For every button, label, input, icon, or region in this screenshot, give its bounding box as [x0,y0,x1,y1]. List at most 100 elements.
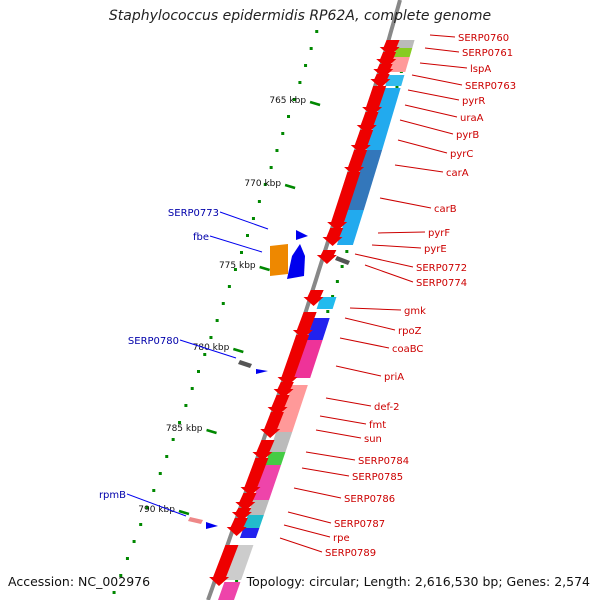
gene-labels: SERP0760 SERP0761 lspA SERP0763 pyrR uraA pyrB… [99,33,516,559]
outer-ring-dot [309,47,313,50]
scale-ticks: 765 kbp 770 kbp 775 kbp 780 kbp 785 kbp 790 k… [138,96,321,516]
scale-tick [206,428,217,435]
gene-label-carA[interactable]: carA [446,168,469,179]
gene-label-SERP0763[interactable]: SERP0763 [465,81,516,92]
outer-ring-dot [239,251,243,254]
gene-label-pyrB[interactable]: pyrB [456,130,479,141]
outer-ring-dot [275,149,279,152]
gene-label-SERP0760[interactable]: SERP0760 [458,33,509,44]
outer-ring-dot [197,370,201,373]
outer-ring-dot [298,81,302,84]
forward-gene-arrow [235,493,257,511]
forward-gene-arrow [303,290,324,306]
gene-label-SERP0780[interactable]: SERP0780 [128,336,179,347]
inner-ring-dot [331,295,335,298]
scale-tick-label: 770 kbp [244,179,281,189]
right-label-leader [394,164,444,173]
right-label-leader [325,397,372,407]
outer-ring-dot [269,166,273,169]
gene-label-uraA[interactable]: uraA [460,113,484,124]
right-label-leader [407,89,460,101]
fbe-gene-arrow [287,244,305,279]
outer-ring-dot [209,336,213,339]
gene-label-carB[interactable]: carB [434,204,457,215]
gene-label-gmk[interactable]: gmk [404,306,426,317]
gene-label-SERP0774[interactable]: SERP0774 [416,278,467,289]
forward-gene-arrow [231,508,252,521]
scale-tick-label: 790 kbp [138,505,175,515]
serp0773-gene-arrow [296,230,308,240]
outer-ring-dot [165,455,169,458]
forward-gene-arrow [240,458,269,496]
scale-tick-label: 780 kbp [193,343,230,353]
feature-color-bars [218,40,415,600]
right-label-leader [404,104,458,118]
gene-label-rpmB[interactable]: rpmB [99,490,126,501]
forward-gene-arrow [267,395,290,416]
outer-ring-dot [263,183,267,186]
serp0774-block [335,256,350,265]
gene-label-SERP0786[interactable]: SERP0786 [344,494,395,505]
left-label-leader [219,211,269,230]
feature-bar [385,75,405,86]
gene-label-pyrE[interactable]: pyrE [424,244,447,255]
serp0780-gene-arrow [256,369,268,374]
forward-gene-arrow [356,112,379,134]
gene-label-pyrF[interactable]: pyrF [428,228,450,239]
outer-ring-dot [245,234,249,237]
gene-label-rpe[interactable]: rpe [333,533,350,544]
gene-label-rpoZ[interactable]: rpoZ [398,326,422,337]
right-label-leader [354,253,414,268]
outer-ring-dot [257,200,261,203]
outer-ring-dot [233,268,237,271]
gene-label-SERP0773[interactable]: SERP0773 [168,208,219,219]
right-label-leader [371,244,422,249]
outer-ring-dot [251,217,255,220]
feature-bar [253,465,282,500]
right-label-leader [335,365,382,377]
gene-label-pyrC[interactable]: pyrC [450,149,473,160]
gene-label-pyrR[interactable]: pyrR [462,96,485,107]
left-label-leader [179,339,237,359]
outer-ring-dot [215,319,219,322]
gene-label-SERP0784[interactable]: SERP0784 [358,456,409,467]
feature-bar [218,582,241,600]
fbe-partner-block [270,244,288,276]
right-label-leader [397,139,448,154]
gene-arrows [188,40,400,586]
gene-label-coaBC[interactable]: coaBC [392,344,423,355]
gene-label-def-2[interactable]: def-2 [374,402,399,413]
forward-gene-arrow [252,440,275,461]
forward-gene-arrow [350,130,374,154]
gene-label-sun[interactable]: sun [364,434,382,445]
forward-gene-arrow [277,335,310,386]
forward-gene-arrow [292,312,317,339]
right-label-leader [293,487,342,499]
gene-label-SERP0789[interactable]: SERP0789 [325,548,376,559]
gene-label-SERP0785[interactable]: SERP0785 [352,472,403,483]
gene-label-fmt[interactable]: fmt [369,420,386,431]
gene-label-fbe[interactable]: fbe [193,232,209,243]
gene-label-SERP0787[interactable]: SERP0787 [334,519,385,530]
outer-ring-dot [112,591,116,594]
gene-label-SERP0761[interactable]: SERP0761 [462,48,513,59]
scale-tick [259,265,270,272]
outer-ring-dot [203,353,207,356]
right-label-leader [301,467,350,477]
right-label-leader [364,264,414,283]
gene-label-SERP0772[interactable]: SERP0772 [416,263,467,274]
forward-gene-arrow [260,412,284,438]
gene-label-lspA[interactable]: lspA [470,64,491,75]
feature-bar [347,150,383,210]
backbone-ring [206,0,402,601]
scale-tick-label: 775 kbp [219,261,256,271]
feature-bar [225,545,254,580]
right-label-leader [419,62,468,69]
feature-bar [294,340,323,378]
gene-label-priA[interactable]: priA [384,372,404,383]
feature-bar [243,515,264,528]
feature-bar [336,210,364,245]
forward-gene-arrow [344,150,368,176]
